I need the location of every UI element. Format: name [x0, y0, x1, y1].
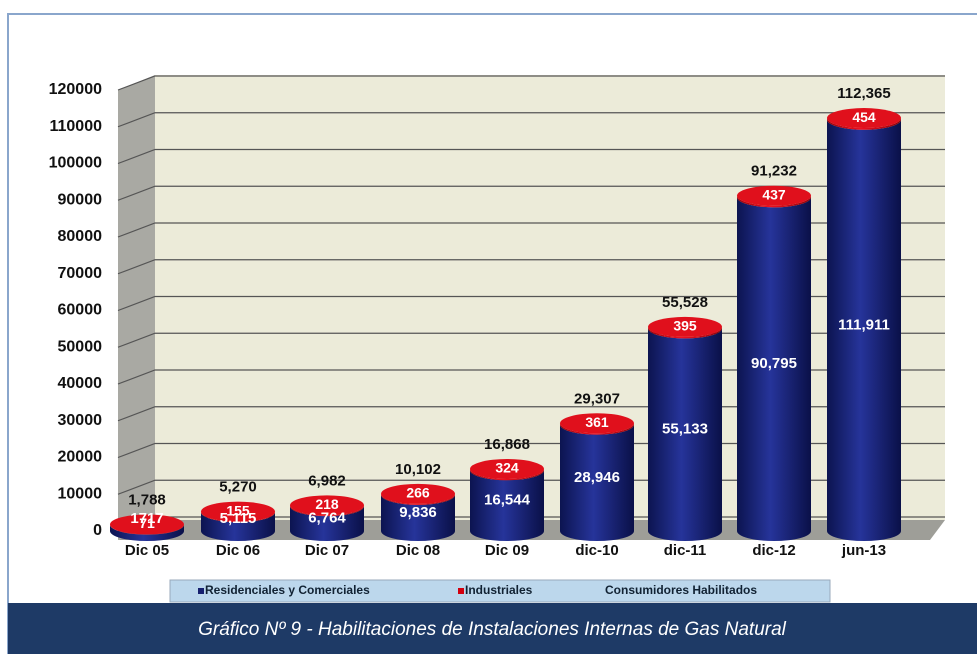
- total-label: 1,788: [128, 491, 166, 508]
- y-tick-label: 110000: [49, 118, 102, 135]
- bar-top: [648, 316, 722, 337]
- value-label: 437: [762, 186, 786, 202]
- y-tick-label: 20000: [58, 449, 103, 466]
- x-tick-label: dic-10: [575, 542, 618, 559]
- value-label: 55,133: [662, 421, 708, 438]
- y-tick-label: 90000: [58, 191, 103, 208]
- x-tick-label: Dic 07: [305, 542, 349, 559]
- y-tick-label: 50000: [58, 338, 103, 355]
- caption-band: [8, 603, 977, 654]
- value-label: 6,764: [308, 510, 346, 527]
- value-label: 1717: [130, 510, 163, 527]
- y-tick-label: 10000: [58, 485, 103, 502]
- bar-top: [201, 501, 275, 522]
- value-label: 71: [139, 515, 155, 531]
- y-tick-label: 80000: [58, 228, 103, 245]
- total-label: 55,528: [662, 294, 708, 311]
- caption: Gráfico Nº 9 - Habilitaciones de Instala…: [198, 619, 787, 640]
- total-label: 29,307: [574, 390, 620, 407]
- x-tick-label: Dic 06: [216, 542, 260, 559]
- total-label: 112,365: [837, 85, 890, 102]
- y-tick-label: 30000: [58, 412, 103, 429]
- back-wall: [155, 75, 945, 520]
- total-label: 10,102: [395, 461, 441, 478]
- value-label: 28,946: [574, 469, 620, 486]
- value-label: 9,836: [399, 504, 437, 521]
- y-tick-label: 70000: [58, 265, 103, 282]
- legend-swatch: [458, 588, 464, 594]
- side-wall: [118, 75, 155, 540]
- total-label: 16,868: [484, 436, 530, 453]
- legend-label: Consumidores Habilitados: [605, 583, 757, 597]
- value-label: 395: [673, 318, 697, 334]
- grid-line: [117, 185, 945, 201]
- y-tick-label: 0: [93, 522, 102, 539]
- grid-line: [117, 148, 945, 165]
- y-tick-label: 120000: [49, 81, 102, 98]
- value-label: 16,544: [484, 492, 531, 509]
- x-tick-label: jun-13: [841, 542, 886, 559]
- bar-segment: [827, 118, 902, 130]
- bar-segment: [737, 195, 811, 208]
- bar-segment: [827, 119, 901, 541]
- value-label: 454: [852, 109, 876, 125]
- bar-top: [560, 413, 634, 434]
- value-label: 90,795: [751, 355, 797, 372]
- grid-line: [117, 295, 945, 312]
- x-tick-label: Dic 05: [125, 542, 169, 559]
- bar-top: [110, 514, 184, 535]
- bar-segment: [201, 512, 275, 541]
- bar-top: [737, 185, 811, 206]
- bar-top: [290, 495, 364, 516]
- bar-top: [827, 108, 901, 129]
- legend-label: Residenciales y Comerciales: [205, 583, 370, 597]
- grid-line: [117, 259, 945, 275]
- x-tick-label: dic-12: [752, 542, 795, 559]
- grid-line: [117, 112, 945, 128]
- frame: [7, 13, 977, 654]
- value-label: 266: [406, 485, 430, 501]
- bar-segment: [737, 197, 811, 541]
- bar-segment: [648, 328, 722, 541]
- total-label: 91,232: [751, 163, 797, 180]
- total-label: 5,270: [219, 479, 257, 496]
- value-label: 324: [495, 460, 519, 476]
- total-label: 6,982: [308, 472, 346, 489]
- bar-top: [381, 483, 455, 504]
- value-label: 5,115: [220, 510, 257, 527]
- y-tick-label: 100000: [49, 155, 102, 172]
- bar-segment: [290, 506, 364, 541]
- value-label: 361: [585, 414, 609, 430]
- bar-segment: [560, 424, 634, 541]
- value-label: 218: [315, 496, 339, 512]
- grid-line: [117, 222, 945, 238]
- legend: [169, 579, 831, 603]
- y-tick-label: 40000: [58, 375, 103, 392]
- bar-top: [470, 459, 544, 480]
- legend-label: Industriales: [465, 583, 533, 597]
- bar-segment: [470, 470, 544, 541]
- value-label: 155: [226, 502, 250, 518]
- x-tick-label: Dic 08: [396, 542, 440, 559]
- value-label: 111,911: [838, 316, 890, 333]
- grid-line: [117, 75, 945, 91]
- bar-segment: [110, 524, 184, 541]
- legend-swatch: [198, 588, 204, 594]
- x-tick-label: Dic 09: [485, 542, 529, 559]
- y-tick-label: 60000: [58, 302, 103, 319]
- bar-segment: [381, 494, 455, 541]
- x-tick-label: dic-11: [664, 542, 707, 559]
